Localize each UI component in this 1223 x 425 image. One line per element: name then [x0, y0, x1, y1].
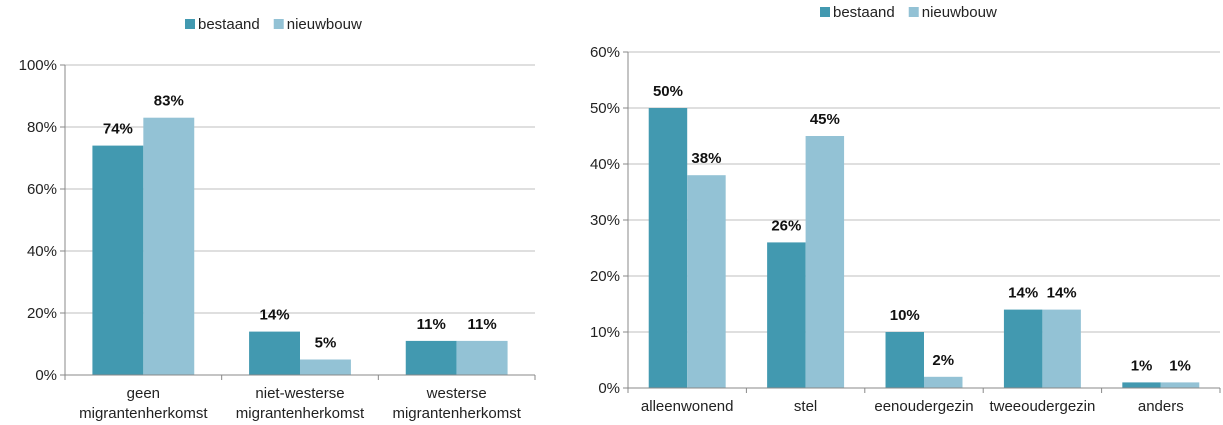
chart1-category-label: westerse	[426, 385, 487, 402]
chart2-y-tick-label: 40%	[590, 156, 620, 173]
chart2-data-label: 50%	[653, 83, 683, 100]
chart1-data-label: 5%	[315, 335, 337, 352]
chart2-category-label: alleenwonend	[641, 398, 734, 415]
chart1-bar-nieuwbouw	[143, 117, 195, 375]
chart2-legend-label: nieuwbouw	[922, 4, 997, 21]
chart2-bar-bestaand	[885, 332, 924, 388]
chart2-y-tick-label: 60%	[590, 44, 620, 61]
chart1-data-label: 74%	[103, 121, 133, 138]
chart2-y-tick-label: 20%	[590, 268, 620, 285]
chart2-y-tick-label: 10%	[590, 324, 620, 341]
chart2-y-tick-label: 30%	[590, 212, 620, 229]
chart2-bar-nieuwbouw	[1160, 382, 1200, 388]
chart1-y-tick-label: 100%	[19, 57, 57, 74]
chart2-data-label: 45%	[810, 111, 840, 128]
chart1-legend-label: bestaand	[198, 16, 260, 33]
chart1-y-tick-label: 60%	[27, 181, 57, 198]
chart1-legend-label: nieuwbouw	[287, 16, 362, 33]
chart1-legend-swatch-bestaand	[185, 19, 195, 29]
chart1-bar-nieuwbouw	[456, 340, 508, 375]
chart1-bar-bestaand	[92, 145, 144, 375]
chart1-bar-bestaand	[249, 331, 300, 375]
chart1-bar-bestaand	[405, 340, 457, 375]
chart1-y-tick-label: 40%	[27, 243, 57, 260]
chart2-data-label: 38%	[691, 150, 721, 167]
chart1-data-label: 14%	[260, 307, 290, 324]
chart2-data-label: 26%	[771, 217, 801, 234]
chart1-legend-swatch-nieuwbouw	[273, 19, 284, 29]
chart2-bar-nieuwbouw	[1042, 309, 1081, 388]
chart1-data-label: 83%	[154, 93, 184, 110]
chart2-data-label: 14%	[1047, 285, 1077, 302]
chart2-bar-bestaand	[1003, 309, 1043, 388]
chart2-bar-nieuwbouw	[687, 175, 726, 388]
chart2-category-label: stel	[794, 398, 817, 415]
chart1-y-tick-label: 0%	[35, 367, 57, 384]
chart1-bar-nieuwbouw	[300, 359, 351, 375]
chart1-data-label: 11%	[417, 316, 446, 333]
chart2-data-label: 14%	[1008, 285, 1038, 302]
chart2-bar-bestaand	[1122, 382, 1161, 388]
chart2-y-tick-label: 50%	[590, 100, 620, 117]
chart2-legend-swatch-nieuwbouw	[908, 7, 919, 17]
chart2-bar-bestaand	[767, 242, 806, 388]
chart2-category-label: tweeoudergezin	[989, 398, 1095, 415]
chart2-y-tick-label: 0%	[598, 380, 620, 397]
chart2-legend-swatch-bestaand	[820, 7, 830, 17]
chart2-bar-nieuwbouw	[924, 376, 963, 388]
chart1-category-label: geen	[127, 385, 160, 402]
chart1-category-label: niet-westerse	[255, 385, 344, 402]
chart2-category-label: eenoudergezin	[874, 398, 973, 415]
chart2-bar-bestaand	[648, 108, 688, 388]
chart2-category-label: anders	[1138, 398, 1184, 415]
chart1-category-label: migrantenherkomst	[392, 405, 521, 422]
chart2-data-label: 1%	[1131, 357, 1153, 374]
chart1-category-label: migrantenherkomst	[79, 405, 208, 422]
chart1-y-tick-label: 80%	[27, 119, 57, 136]
chart1-y-tick-label: 20%	[27, 305, 57, 322]
chart1-data-label: 11%	[468, 316, 497, 333]
chart2-legend-label: bestaand	[833, 4, 895, 21]
chart1-category-label: migrantenherkomst	[236, 405, 365, 422]
chart2-data-label: 1%	[1169, 357, 1191, 374]
chart2-data-label: 10%	[890, 307, 920, 324]
chart2-bar-nieuwbouw	[805, 136, 845, 388]
chart2-data-label: 2%	[932, 352, 954, 369]
